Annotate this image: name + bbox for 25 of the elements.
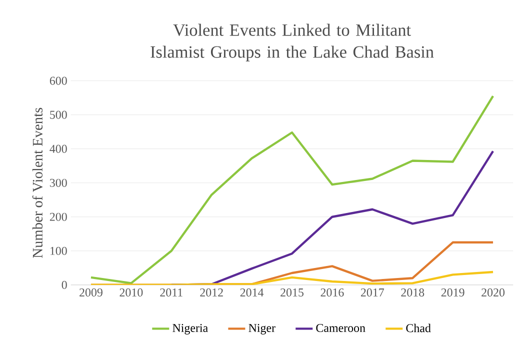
y-tick-label: 600	[50, 76, 67, 85]
y-tick-label: 400	[50, 144, 67, 153]
x-tick-label: 2018	[401, 288, 424, 296]
x-tick-label: 2017	[360, 288, 384, 296]
x-tick-label: 2009	[80, 288, 102, 296]
x-tick-label: 2016	[320, 288, 344, 296]
line-series	[90, 94, 494, 284]
y-tick-label: 200	[50, 212, 67, 221]
x-tick-label: 2015	[280, 288, 304, 296]
legend-label: Chad	[406, 324, 431, 332]
y-tick-label: 100	[50, 246, 67, 255]
y-tick-label: 500	[50, 110, 67, 119]
x-tick-label: 2010	[120, 288, 143, 296]
legend-label: Cameroon	[316, 324, 366, 332]
x-tick-label: 2019	[441, 288, 464, 296]
y-tick-label: 0	[62, 280, 67, 289]
x-tick-label: 2011	[160, 288, 182, 296]
chart-title: Violent Events Linked to Militant Islamist Groups in the Lake Chad Basin	[150, 24, 434, 62]
x-tick-label: 2012	[200, 288, 223, 296]
x-tick-label: 2014	[240, 288, 264, 296]
y-tick-label: 300	[50, 178, 67, 187]
y-axis-title: Number of Violent Events	[32, 108, 43, 258]
legend-label: Nigeria	[172, 324, 208, 334]
x-tick-label: 2020	[482, 288, 505, 296]
legend-label: Niger	[248, 324, 276, 334]
